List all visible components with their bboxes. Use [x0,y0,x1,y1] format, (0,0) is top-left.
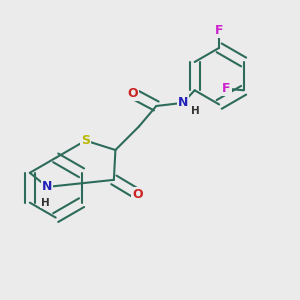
Text: F: F [215,24,224,37]
Text: N: N [178,96,188,110]
Text: O: O [132,188,143,200]
Text: N: N [42,180,52,194]
Text: S: S [81,134,90,147]
Text: O: O [128,87,138,100]
Text: H: H [191,106,200,116]
Text: F: F [222,82,231,95]
Text: H: H [41,198,50,208]
